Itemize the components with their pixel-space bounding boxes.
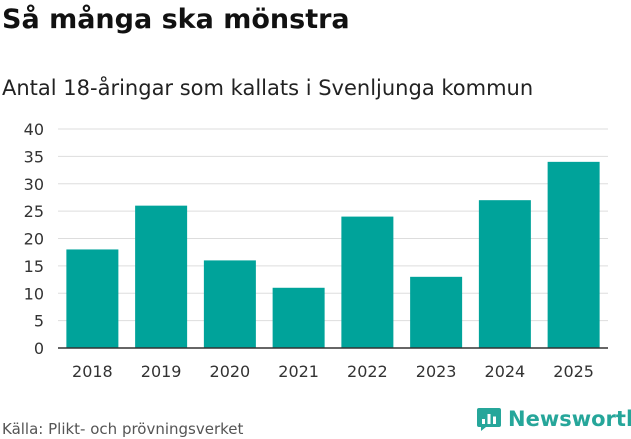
x-tick-label: 2021 (278, 362, 319, 381)
y-tick-label: 20 (24, 230, 44, 249)
source-note: Källa: Plikt- och prövningsverket (2, 420, 244, 438)
y-tick-label: 30 (24, 175, 44, 194)
bar (203, 260, 256, 348)
x-tick-label: 2022 (347, 362, 388, 381)
bar (341, 216, 394, 348)
chart-subtitle: Antal 18-åringar som kallats i Svenljung… (2, 76, 534, 100)
y-tick-label: 35 (24, 147, 44, 166)
y-tick-label: 15 (24, 257, 44, 276)
x-tick-label: 2019 (141, 362, 182, 381)
bar (410, 276, 463, 348)
y-tick-label: 40 (24, 120, 44, 139)
y-tick-label: 0 (34, 339, 44, 358)
x-tick-label: 2024 (485, 362, 526, 381)
x-tick-label: 2025 (553, 362, 594, 381)
x-tick-label: 2023 (416, 362, 457, 381)
newsworthy-chart-icon (477, 408, 501, 431)
x-tick-label: 2018 (72, 362, 113, 381)
y-tick-label: 25 (24, 202, 44, 221)
brand-name: Newsworthy (508, 407, 631, 431)
brand-logo: Newsworthy (476, 406, 631, 432)
y-tick-label: 10 (24, 284, 44, 303)
bar (272, 287, 325, 348)
bar (66, 249, 119, 348)
chart-title: Så många ska mönstra (2, 4, 350, 35)
bar (478, 200, 531, 348)
bar (135, 205, 188, 348)
y-tick-label: 5 (34, 312, 44, 331)
bar (547, 161, 600, 348)
x-tick-label: 2020 (210, 362, 251, 381)
